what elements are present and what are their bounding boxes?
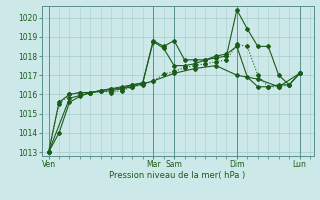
X-axis label: Pression niveau de la mer( hPa ): Pression niveau de la mer( hPa )	[109, 171, 246, 180]
